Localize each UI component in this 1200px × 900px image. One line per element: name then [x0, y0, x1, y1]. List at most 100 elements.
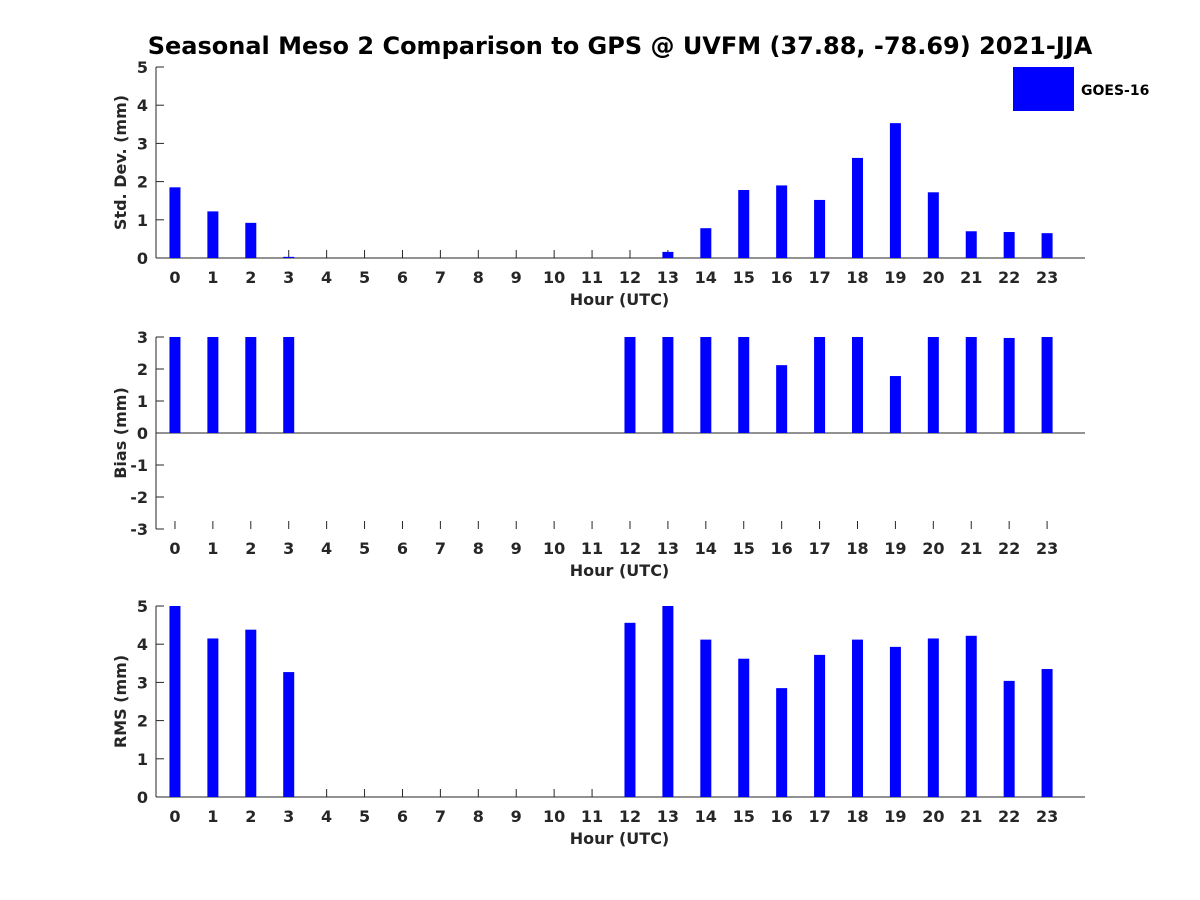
bar-rms-hour-2	[245, 629, 257, 797]
x-tick-label: 23	[1036, 268, 1058, 287]
bar-std-dev-hour-20	[927, 192, 939, 258]
x-tick-label: 17	[808, 268, 830, 287]
x-axis-label: Hour (UTC)	[570, 829, 670, 848]
x-tick-label: 11	[581, 539, 603, 558]
y-tick-label: 1	[137, 392, 148, 411]
x-tick-label: 1	[207, 268, 218, 287]
x-tick-label: 15	[733, 539, 755, 558]
x-tick-label: 4	[321, 268, 332, 287]
x-tick-label: 20	[922, 539, 944, 558]
x-tick-label: 14	[695, 268, 717, 287]
x-tick-label: 8	[473, 539, 484, 558]
bar-rms-hour-21	[965, 635, 977, 797]
x-tick-label: 9	[511, 807, 522, 826]
x-tick-label: 10	[543, 807, 565, 826]
x-tick-label: 14	[695, 539, 717, 558]
bar-std-dev-hour-17	[814, 199, 826, 258]
x-tick-label: 13	[657, 268, 679, 287]
bar-bias-hour-18	[851, 337, 863, 433]
x-tick-label: 19	[884, 268, 906, 287]
y-tick-label: 1	[137, 750, 148, 769]
bar-rms-hour-0	[169, 606, 181, 797]
x-tick-label: 16	[771, 807, 793, 826]
x-tick-label: 7	[435, 539, 446, 558]
x-tick-label: 9	[511, 539, 522, 558]
x-tick-label: 5	[359, 268, 370, 287]
bar-rms-hour-19	[889, 646, 901, 797]
x-tick-label: 20	[922, 807, 944, 826]
y-tick-label: 0	[137, 249, 148, 268]
bar-bias-hour-12	[624, 337, 636, 433]
x-tick-label: 22	[998, 539, 1020, 558]
bar-std-dev-hour-0	[169, 187, 181, 258]
y-axis-label: Std. Dev. (mm)	[111, 95, 130, 230]
x-tick-label: 12	[619, 807, 641, 826]
x-tick-label: 2	[245, 268, 256, 287]
bar-rms-hour-23	[1041, 669, 1053, 797]
x-tick-label: 10	[543, 268, 565, 287]
y-tick-label: -3	[130, 520, 148, 539]
bar-std-dev-hour-23	[1041, 233, 1053, 258]
legend: GOES-16	[1013, 67, 1149, 111]
bar-std-dev-hour-3	[283, 256, 295, 258]
bar-bias-hour-14	[700, 337, 712, 433]
bar-bias-hour-0	[169, 337, 181, 433]
x-tick-label: 11	[581, 268, 603, 287]
x-tick-label: 18	[846, 268, 868, 287]
bar-bias-hour-13	[662, 337, 674, 433]
x-tick-label: 16	[771, 268, 793, 287]
x-tick-label: 2	[245, 807, 256, 826]
x-tick-label: 7	[435, 807, 446, 826]
x-tick-label: 0	[169, 807, 180, 826]
bar-bias-hour-23	[1041, 337, 1053, 433]
bar-rms-hour-20	[927, 638, 939, 797]
bar-bias-hour-16	[776, 365, 788, 433]
x-tick-label: 21	[960, 539, 982, 558]
x-tick-label: 18	[846, 539, 868, 558]
bar-bias-hour-2	[245, 337, 257, 433]
y-tick-label: 2	[137, 173, 148, 192]
x-tick-label: 7	[435, 268, 446, 287]
bar-rms-hour-16	[776, 688, 788, 797]
y-tick-label: 3	[137, 673, 148, 692]
y-tick-label: 2	[137, 360, 148, 379]
x-tick-label: 15	[733, 268, 755, 287]
y-tick-label: 3	[137, 134, 148, 153]
x-tick-label: 12	[619, 539, 641, 558]
x-tick-label: 5	[359, 807, 370, 826]
x-tick-label: 6	[397, 268, 408, 287]
bar-std-dev-hour-19	[889, 123, 901, 259]
bar-std-dev-hour-16	[776, 185, 788, 258]
bar-std-dev-hour-13	[662, 251, 674, 258]
x-tick-label: 4	[321, 807, 332, 826]
bar-rms-hour-18	[851, 639, 863, 797]
x-tick-label: 16	[771, 539, 793, 558]
bar-rms-hour-1	[207, 638, 219, 797]
x-tick-label: 21	[960, 268, 982, 287]
bar-bias-hour-21	[965, 337, 977, 433]
bar-bias-hour-3	[283, 337, 295, 433]
y-tick-label: 4	[137, 635, 148, 654]
bar-rms-hour-15	[738, 658, 750, 797]
chart-title: Seasonal Meso 2 Comparison to GPS @ UVFM…	[148, 32, 1093, 60]
bar-rms-hour-12	[624, 622, 636, 797]
bar-std-dev-hour-15	[738, 190, 750, 258]
y-tick-label: 4	[137, 96, 148, 115]
x-tick-label: 15	[733, 807, 755, 826]
x-tick-label: 1	[207, 807, 218, 826]
x-axis-label: Hour (UTC)	[570, 561, 670, 580]
bar-std-dev-hour-22	[1003, 232, 1015, 258]
bar-std-dev-hour-14	[700, 228, 712, 258]
bar-bias-hour-19	[889, 376, 901, 433]
bar-bias-hour-17	[814, 337, 826, 433]
y-tick-label: 3	[137, 328, 148, 347]
y-tick-label: 0	[137, 788, 148, 807]
legend-swatch-goes-16	[1013, 67, 1074, 111]
y-tick-label: -1	[130, 456, 148, 475]
x-axis-label: Hour (UTC)	[570, 290, 670, 309]
x-tick-label: 5	[359, 539, 370, 558]
